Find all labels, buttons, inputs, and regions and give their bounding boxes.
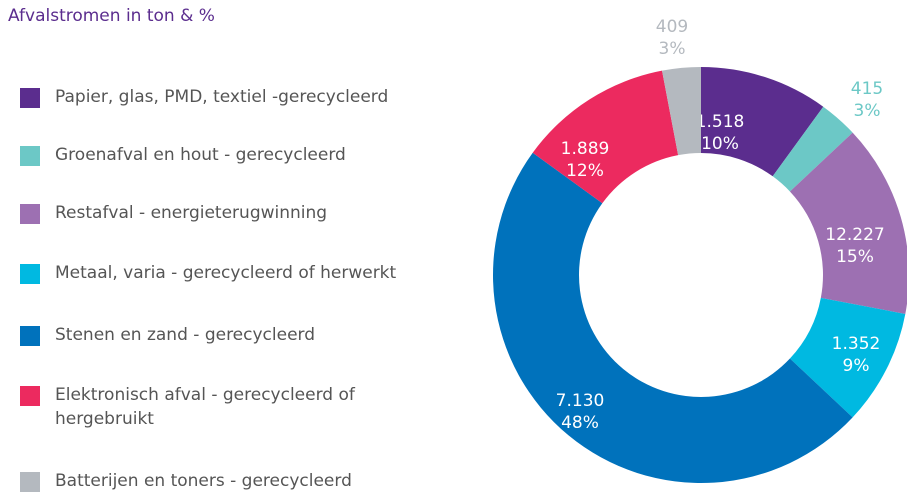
share-label: 15% — [836, 247, 874, 267]
legend-item: Groenafval en hout - gerecycleerd — [20, 145, 435, 167]
legend-label: Elektronisch afval - gerecycleerd of her… — [55, 385, 355, 429]
legend-swatch — [20, 326, 40, 346]
donut-segment — [789, 132, 907, 314]
value-label: 12.227 — [825, 225, 884, 245]
legend-label: Stenen en zand - gerecycleerd — [55, 325, 316, 345]
legend-swatch — [20, 472, 40, 492]
donut-segment — [662, 67, 701, 156]
value-label: 1.352 — [832, 334, 881, 354]
share-label: 48% — [561, 413, 599, 433]
donut-segment — [532, 70, 679, 204]
legend-swatch — [20, 146, 40, 166]
value-label: 7.130 — [556, 391, 605, 411]
legend-item: Elektronisch afval - gerecycleerd of her… — [20, 385, 425, 431]
legend-swatch — [20, 264, 40, 284]
share-label: 3% — [659, 39, 686, 59]
legend-item: Batterijen en toners - gerecycleerd — [20, 471, 435, 493]
legend-label: Restafval - energieterugwinning — [55, 203, 328, 223]
legend-label: Groenafval en hout - gerecycleerd — [55, 145, 346, 165]
value-label: 1.889 — [561, 139, 610, 159]
legend-item: Stenen en zand - gerecycleerd — [20, 325, 435, 347]
donut-segment — [701, 67, 824, 177]
value-label: 409 — [656, 17, 688, 37]
legend-swatch — [20, 386, 40, 406]
value-label: 415 — [851, 79, 883, 99]
legend-swatch — [20, 88, 40, 108]
legend-item: Papier, glas, PMD, textiel -gerecycleerd — [20, 87, 435, 109]
share-label: 12% — [566, 161, 604, 181]
donut-segment — [772, 106, 853, 192]
share-label: 9% — [843, 356, 870, 376]
share-label: 3% — [854, 101, 881, 121]
chart-title: Afvalstromen in ton & % — [8, 6, 215, 26]
donut-segment — [789, 297, 906, 418]
legend-label: Papier, glas, PMD, textiel -gerecycleerd — [55, 87, 389, 107]
legend-item: Restafval - energieterugwinning — [20, 203, 435, 225]
share-label: 10% — [701, 134, 739, 154]
legend-label: Batterijen en toners - gerecycleerd — [55, 471, 352, 491]
value-label: 1.518 — [696, 112, 745, 132]
donut-segment — [493, 152, 853, 484]
legend-label: Metaal, varia - gerecycleerd of herwerkt — [55, 263, 397, 283]
legend-swatch — [20, 204, 40, 224]
legend-item: Metaal, varia - gerecycleerd of herwerkt — [20, 263, 435, 285]
